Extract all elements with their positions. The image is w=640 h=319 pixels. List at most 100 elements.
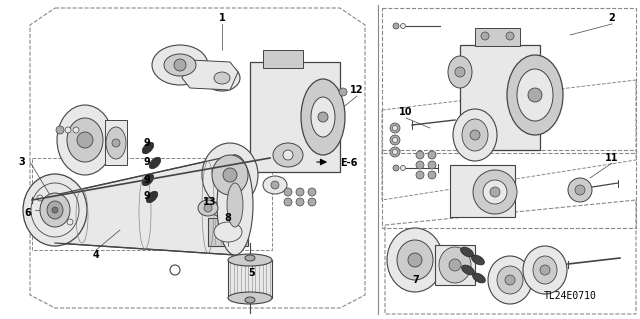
Text: 6: 6 <box>24 208 31 218</box>
Circle shape <box>296 198 304 206</box>
Ellipse shape <box>202 143 258 207</box>
Circle shape <box>408 253 422 267</box>
Ellipse shape <box>273 143 303 167</box>
Text: 10: 10 <box>399 107 413 117</box>
Ellipse shape <box>47 201 63 219</box>
Circle shape <box>416 171 424 179</box>
Circle shape <box>401 24 406 28</box>
Circle shape <box>575 185 585 195</box>
Ellipse shape <box>472 255 484 265</box>
Circle shape <box>481 32 489 40</box>
Text: TL24E0710: TL24E0710 <box>543 291 596 301</box>
Ellipse shape <box>311 97 335 137</box>
Circle shape <box>393 165 399 171</box>
Ellipse shape <box>40 193 70 227</box>
Text: E-6: E-6 <box>340 158 357 168</box>
Bar <box>450 165 515 217</box>
Ellipse shape <box>204 65 240 91</box>
Text: 7: 7 <box>413 275 419 285</box>
Text: 11: 11 <box>605 153 619 163</box>
Ellipse shape <box>397 240 433 280</box>
Circle shape <box>284 198 292 206</box>
Ellipse shape <box>462 119 488 151</box>
Ellipse shape <box>164 54 196 76</box>
Ellipse shape <box>453 109 497 161</box>
Ellipse shape <box>301 79 345 155</box>
Circle shape <box>416 161 424 169</box>
Circle shape <box>65 127 71 133</box>
Text: 9: 9 <box>143 157 150 167</box>
Circle shape <box>528 88 542 102</box>
Circle shape <box>56 126 64 134</box>
Ellipse shape <box>387 228 443 292</box>
Circle shape <box>490 187 500 197</box>
Bar <box>475 28 520 46</box>
Circle shape <box>271 181 279 189</box>
Circle shape <box>67 219 73 225</box>
Circle shape <box>392 150 397 154</box>
Circle shape <box>339 88 347 96</box>
Circle shape <box>52 207 58 213</box>
Text: 9: 9 <box>143 191 150 201</box>
Circle shape <box>112 139 120 147</box>
Text: 3: 3 <box>19 157 26 167</box>
Ellipse shape <box>152 45 208 85</box>
Ellipse shape <box>245 255 255 261</box>
Ellipse shape <box>523 246 567 294</box>
Circle shape <box>401 166 406 170</box>
Ellipse shape <box>483 180 507 204</box>
Circle shape <box>392 125 397 130</box>
Text: 5: 5 <box>248 268 255 278</box>
Bar <box>263 50 303 68</box>
Text: 8: 8 <box>225 213 232 223</box>
Circle shape <box>428 161 436 169</box>
Ellipse shape <box>245 297 255 303</box>
Ellipse shape <box>461 265 474 275</box>
Circle shape <box>283 150 293 160</box>
Circle shape <box>540 265 550 275</box>
Text: 2: 2 <box>609 13 616 23</box>
Circle shape <box>37 195 43 201</box>
Circle shape <box>77 132 93 148</box>
Bar <box>435 245 475 285</box>
Text: 1: 1 <box>219 13 225 23</box>
Ellipse shape <box>212 155 248 195</box>
Ellipse shape <box>57 105 113 175</box>
Polygon shape <box>228 260 272 298</box>
Bar <box>208 218 248 246</box>
Circle shape <box>428 171 436 179</box>
Text: 13: 13 <box>204 197 217 207</box>
Ellipse shape <box>214 72 230 84</box>
Circle shape <box>455 67 465 77</box>
Ellipse shape <box>448 56 472 88</box>
Circle shape <box>318 112 328 122</box>
Circle shape <box>204 204 212 212</box>
Text: 9: 9 <box>143 175 150 185</box>
Ellipse shape <box>473 170 517 214</box>
Ellipse shape <box>142 174 154 186</box>
Polygon shape <box>182 60 238 90</box>
Ellipse shape <box>142 142 154 154</box>
Ellipse shape <box>461 247 474 257</box>
Ellipse shape <box>198 200 218 216</box>
Ellipse shape <box>507 55 563 135</box>
Circle shape <box>392 137 397 143</box>
Bar <box>105 120 127 165</box>
Ellipse shape <box>23 174 87 246</box>
Circle shape <box>308 188 316 196</box>
Ellipse shape <box>568 178 592 202</box>
Circle shape <box>505 275 515 285</box>
Circle shape <box>390 147 400 157</box>
Polygon shape <box>55 155 235 255</box>
Circle shape <box>506 32 514 40</box>
Circle shape <box>223 168 237 182</box>
Text: 4: 4 <box>93 250 99 260</box>
Bar <box>460 45 540 150</box>
Ellipse shape <box>263 176 287 194</box>
Ellipse shape <box>228 292 272 304</box>
Circle shape <box>73 127 79 133</box>
Ellipse shape <box>147 191 157 203</box>
Circle shape <box>308 198 316 206</box>
Circle shape <box>416 151 424 159</box>
Ellipse shape <box>149 157 161 169</box>
